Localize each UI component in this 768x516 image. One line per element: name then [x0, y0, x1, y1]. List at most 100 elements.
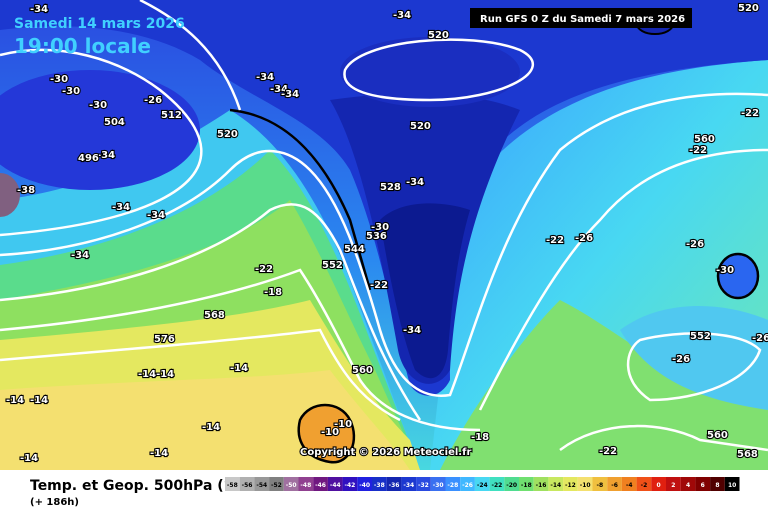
contour-label: 520	[217, 129, 238, 140]
contour-label: -30	[371, 222, 389, 233]
contour-label: -26	[686, 239, 704, 250]
contour-label: -22	[689, 145, 707, 156]
contour-label: -10	[321, 427, 339, 438]
scale-label: -42	[345, 482, 356, 489]
scale-label: -38	[374, 482, 385, 489]
scale-label: -14	[550, 482, 561, 489]
scale-cell	[283, 477, 299, 491]
contour-label: 536	[366, 231, 387, 242]
scale-cell	[695, 477, 711, 491]
scale-label: -20	[506, 482, 517, 489]
scale-cell	[460, 477, 475, 491]
contour-label: 568	[204, 310, 225, 321]
scale-label: -18	[521, 482, 532, 489]
contour-label: -10	[334, 419, 352, 430]
scale-cell	[563, 477, 578, 491]
contour-label: -14	[202, 422, 220, 433]
contour-label: -34	[406, 177, 424, 188]
contour-label: -30	[716, 265, 734, 276]
scale-label: -12	[565, 482, 576, 489]
header: Samedi 14 mars 2026 19:00 locale Run GFS…	[14, 8, 692, 58]
scale-label: -16	[536, 482, 547, 489]
contours	[0, 0, 768, 450]
scale-cell	[474, 477, 490, 491]
map-background	[0, 0, 768, 470]
scale-label: -56	[242, 482, 253, 489]
contour-label: -34	[403, 325, 421, 336]
contour-label: -14	[230, 363, 248, 374]
scale-cell	[577, 477, 593, 491]
product-title: Temp. et Geop. 500hPa (°	[30, 478, 231, 494]
scale-cell	[342, 477, 358, 491]
scale-cell	[357, 477, 372, 491]
contour-label: -14	[30, 395, 48, 406]
scale-label: -30	[433, 482, 444, 489]
scale-label: -40	[359, 482, 370, 489]
scale-cell	[607, 477, 622, 491]
valid-time: 19:00 locale	[14, 34, 151, 58]
scale-label: -8	[597, 482, 604, 489]
scale-cell	[533, 477, 549, 491]
scale-label: -24	[477, 482, 488, 489]
contour-label: -30	[89, 100, 107, 111]
scale-label: -48	[300, 482, 311, 489]
contour-label: 520	[738, 3, 759, 14]
contour-label: -34	[97, 150, 115, 161]
contour-label: -22	[255, 264, 273, 275]
contour-label: -34	[393, 10, 411, 21]
scale-label: -52	[271, 482, 282, 489]
scale-label: -10	[580, 482, 591, 489]
scale-label: 10	[728, 482, 736, 489]
scale-label: 2	[671, 482, 675, 489]
contour-label: -26	[752, 333, 768, 344]
scale-label: -22	[492, 482, 503, 489]
scale-cell	[327, 477, 343, 491]
contour-label: 568	[737, 449, 758, 460]
contour-label: -34	[147, 210, 165, 221]
contour-label: -14	[6, 395, 24, 406]
run-info: Run GFS 0 Z du Samedi 7 mars 2026	[480, 14, 685, 25]
contour-label: -14	[20, 453, 38, 464]
scale-cell	[621, 477, 637, 491]
scale-cell	[401, 477, 417, 491]
scale-label: -46	[315, 482, 326, 489]
scale-label: -26	[462, 482, 473, 489]
contour-label: 552	[690, 331, 711, 342]
contour-label: -26	[575, 233, 593, 244]
scale-cell	[548, 477, 564, 491]
scale-label: -54	[256, 482, 267, 489]
scale-label: -36	[389, 482, 400, 489]
scale-cell	[592, 477, 608, 491]
scale-cell	[680, 477, 696, 491]
contour-label: -14-14	[138, 369, 174, 380]
scale-cell	[430, 477, 446, 491]
contour-label: 552	[322, 260, 343, 271]
contour-label: -34	[270, 84, 288, 95]
scale-cell	[313, 477, 328, 491]
scale-label: -50	[286, 482, 297, 489]
scale-label: 8	[715, 482, 719, 489]
scale-label: -58	[227, 482, 238, 489]
scale-cell	[710, 477, 725, 491]
scale-cell	[254, 477, 270, 491]
contour-label: 496	[78, 153, 99, 164]
scale-cell	[489, 477, 505, 491]
scale-cell	[416, 477, 431, 491]
contour-label: -26	[672, 354, 690, 365]
contour-label: -30	[62, 86, 80, 97]
contour-label: 560	[352, 365, 373, 376]
contour-label: -34	[256, 72, 274, 83]
scale-label: 6	[701, 482, 705, 489]
scale-cell	[239, 477, 255, 491]
contour-label: -34	[112, 202, 130, 213]
contour-label: -34	[71, 250, 89, 261]
scale-label: -34	[403, 482, 414, 489]
scale-cell	[651, 477, 666, 491]
scale-cell	[666, 477, 681, 491]
footer: Temp. et Geop. 500hPa (° (+ 186h)	[30, 478, 231, 508]
lead-time: (+ 186h)	[30, 497, 79, 508]
contour-label: -22	[741, 108, 759, 119]
valid-date: Samedi 14 mars 2026	[14, 16, 185, 32]
contour-label: 576	[154, 334, 175, 345]
contour-label: -26	[144, 95, 162, 106]
